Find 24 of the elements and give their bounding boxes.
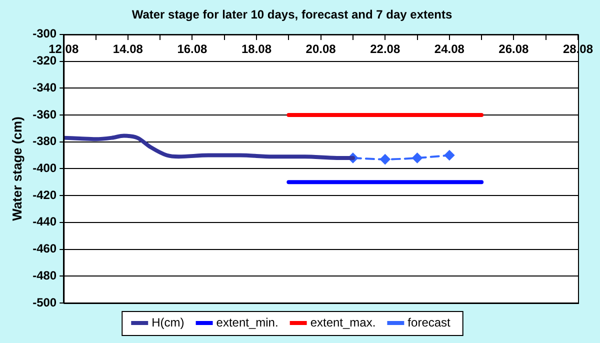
y-tick-label: -320 (32, 54, 57, 68)
y-axis-title: Water stage (cm) (9, 116, 24, 221)
y-tick-label: -500 (32, 295, 57, 310)
x-tick-label: 22.08 (370, 42, 400, 56)
chart-title: Water stage for later 10 days, forecast and 7 day extents (132, 8, 452, 22)
y-tick-label: -340 (32, 80, 57, 94)
legend-label: forecast (408, 315, 452, 330)
y-tick-label: -360 (32, 107, 57, 122)
x-tick-label: 18.08 (241, 42, 272, 56)
y-tick-label: -400 (32, 161, 57, 176)
legend-label: extent_min. (216, 315, 278, 330)
x-tick-label: 20.08 (306, 42, 336, 56)
y-tick-label: -480 (32, 268, 57, 282)
y-tick-label: -440 (32, 214, 57, 229)
x-tick-label: 14.08 (112, 42, 144, 56)
y-tick-label: -420 (32, 188, 57, 202)
x-tick-label: 26.08 (498, 42, 530, 56)
x-tick-label: 16.08 (177, 42, 208, 56)
y-tick-label: -380 (32, 134, 57, 148)
y-tick-label: -300 (32, 26, 57, 41)
y-tick-label: -460 (32, 242, 57, 256)
x-tick-label: 24.08 (434, 42, 465, 56)
legend-label: H(cm) (152, 315, 184, 330)
legend-label: extent_max. (310, 315, 376, 330)
